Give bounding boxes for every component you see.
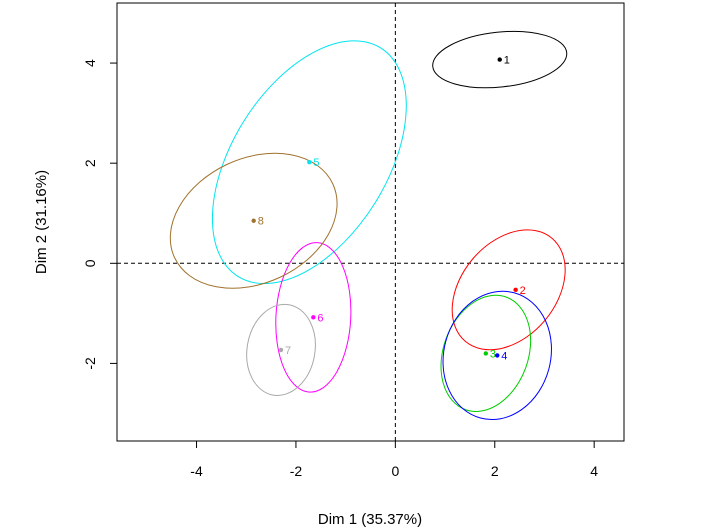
x-tick-label: -2 bbox=[290, 463, 303, 479]
ellipse-8 bbox=[169, 152, 338, 289]
point-2 bbox=[513, 287, 518, 293]
y-tick-label: 0 bbox=[82, 259, 98, 267]
ellipse-4 bbox=[442, 290, 552, 421]
plot-frame bbox=[116, 2, 625, 442]
x-tick-label: 0 bbox=[391, 463, 399, 479]
point-label-1: 1 bbox=[504, 55, 510, 67]
point-label-2: 2 bbox=[520, 285, 526, 297]
ellipse-1 bbox=[432, 30, 568, 89]
ellipse-5 bbox=[211, 40, 407, 285]
ellipse-7 bbox=[246, 303, 316, 396]
point-label-5: 5 bbox=[313, 157, 319, 169]
y-tick-label: -2 bbox=[82, 357, 98, 370]
point-1 bbox=[497, 57, 502, 62]
y-tick-label: 4 bbox=[82, 59, 98, 67]
data-points: 1 2 3 4 5 6 7 8 bbox=[251, 55, 526, 362]
y-axis-title: Dim 2 (31.16%) bbox=[33, 170, 50, 274]
x-tick-label: 4 bbox=[590, 463, 598, 479]
x-tick-label: 2 bbox=[491, 463, 499, 479]
point-label-3: 3 bbox=[490, 348, 496, 360]
x-axis-title: Dim 1 (35.37%) bbox=[318, 511, 422, 528]
reference-lines bbox=[117, 3, 624, 441]
confidence-ellipses bbox=[169, 30, 568, 421]
point-3 bbox=[483, 351, 489, 356]
point-label-6: 6 bbox=[317, 312, 323, 324]
x-tick-label: -4 bbox=[190, 463, 203, 479]
point-4 bbox=[495, 353, 500, 358]
point-5 bbox=[307, 159, 312, 165]
point-7 bbox=[278, 347, 284, 353]
point-label-8: 8 bbox=[258, 216, 264, 228]
y-tick-label: 2 bbox=[82, 159, 98, 167]
point-label-7: 7 bbox=[285, 345, 291, 357]
ellipse-6 bbox=[275, 242, 352, 393]
point-8 bbox=[251, 218, 256, 223]
point-label-4: 4 bbox=[501, 350, 507, 362]
x-axis: -4 -2 0 2 4 bbox=[190, 440, 598, 479]
ellipse-2 bbox=[451, 229, 566, 351]
y-axis: -2 0 2 4 bbox=[82, 59, 118, 370]
point-6 bbox=[311, 315, 316, 320]
